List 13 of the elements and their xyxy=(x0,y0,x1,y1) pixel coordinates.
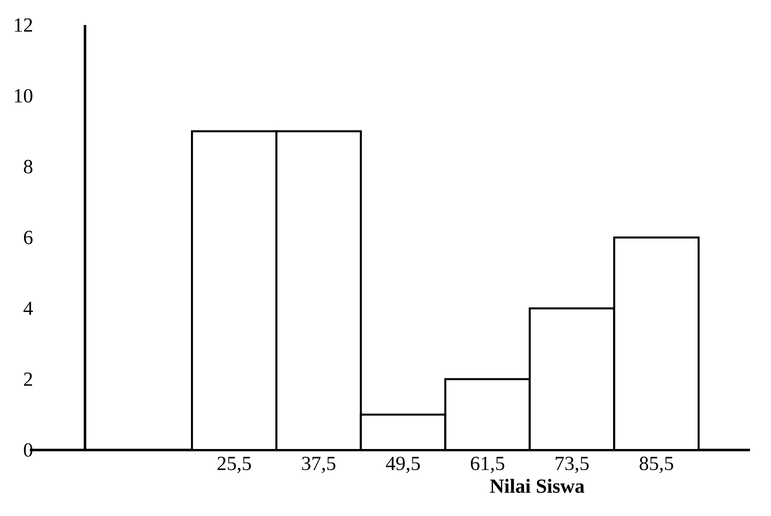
y-tick-label: 10 xyxy=(14,89,32,103)
y-tick-label: 4 xyxy=(24,302,33,315)
x-tick-label: 25,5 xyxy=(218,456,251,474)
y-tick-label: 8 xyxy=(24,160,32,174)
y-tick-label: 2 xyxy=(24,372,32,386)
y-tick-label: 6 xyxy=(24,230,33,244)
x-tick-label: 61,5 xyxy=(470,456,504,474)
x-tick-label: 73,5 xyxy=(556,456,589,474)
x-tick-label: 49,5 xyxy=(386,456,420,474)
y-tick-label: 12 xyxy=(14,18,32,32)
x-tick-label: 37,5 xyxy=(302,456,336,474)
x-tick-label: 85,5 xyxy=(640,456,674,474)
x-axis-title: Nilai Siswa xyxy=(490,478,584,493)
